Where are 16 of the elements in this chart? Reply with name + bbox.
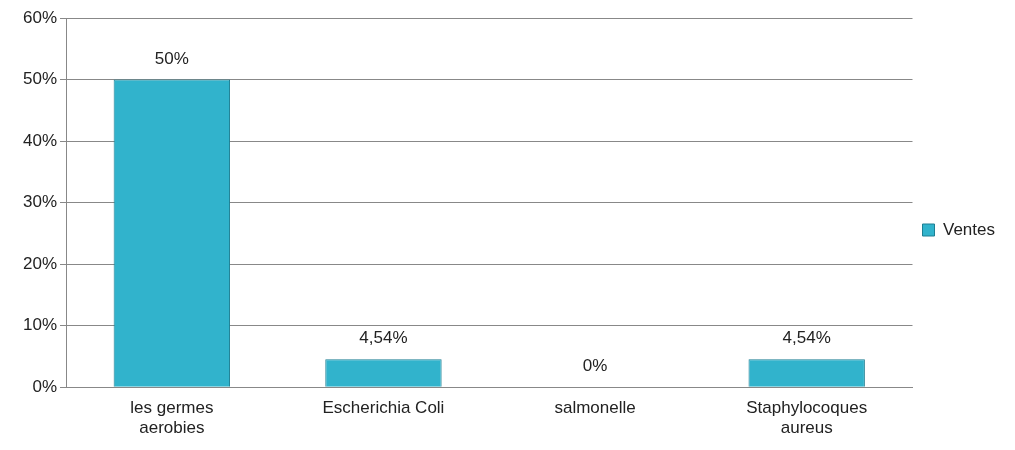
data-label: 0% <box>582 356 608 376</box>
y-tick-label: 0% <box>32 376 58 396</box>
data-label: 50% <box>154 48 189 68</box>
data-label: 4,54% <box>359 328 408 348</box>
data-label: 4,54% <box>782 328 831 348</box>
y-tick-label: 10% <box>22 315 58 335</box>
x-tick-label: les germes aerobies <box>130 398 214 438</box>
x-tick-label: Staphylocoques aureus <box>746 398 868 438</box>
y-tick-label: 40% <box>22 130 58 150</box>
y-tick-label: 30% <box>22 192 58 212</box>
y-tick-label: 60% <box>22 7 58 27</box>
x-tick-label: salmonelle <box>554 398 636 418</box>
y-tick-label: 20% <box>22 253 58 273</box>
x-tick-label: Escherichia Coli <box>322 398 445 418</box>
legend-label: Ventes <box>943 219 996 239</box>
y-tick-label: 50% <box>22 69 58 89</box>
